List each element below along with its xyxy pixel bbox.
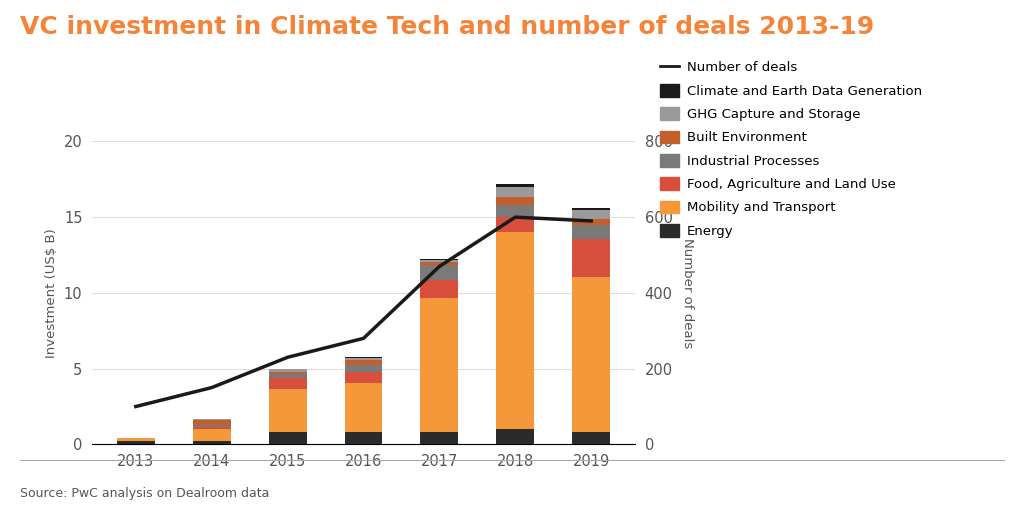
Bar xyxy=(421,280,459,298)
Bar xyxy=(344,373,383,383)
Bar xyxy=(497,429,535,444)
Bar xyxy=(497,217,535,232)
Bar xyxy=(193,425,230,427)
Bar xyxy=(497,232,535,429)
Bar xyxy=(421,298,459,431)
Bar xyxy=(268,374,306,379)
Bar xyxy=(421,261,459,262)
Bar xyxy=(572,431,610,444)
Legend: Number of deals, Climate and Earth Data Generation, GHG Capture and Storage, Bui: Number of deals, Climate and Earth Data … xyxy=(660,61,922,238)
Bar xyxy=(193,427,230,429)
Bar xyxy=(572,219,610,225)
Bar xyxy=(117,440,155,444)
Bar xyxy=(497,187,535,197)
Bar xyxy=(268,372,306,374)
Bar xyxy=(193,420,230,425)
Bar xyxy=(497,205,535,217)
Bar xyxy=(268,370,306,372)
Bar xyxy=(268,431,306,444)
Y-axis label: Investment (US$ B): Investment (US$ B) xyxy=(45,228,58,358)
Bar xyxy=(572,277,610,431)
Bar xyxy=(268,379,306,389)
Bar xyxy=(344,365,383,373)
Bar xyxy=(572,239,610,277)
Bar xyxy=(421,265,459,280)
Bar xyxy=(117,438,155,440)
Bar xyxy=(193,440,230,444)
Bar xyxy=(193,419,230,420)
Bar xyxy=(497,197,535,205)
Bar xyxy=(344,383,383,431)
Bar xyxy=(421,262,459,265)
Bar xyxy=(421,259,459,261)
Bar xyxy=(344,357,383,358)
Bar xyxy=(268,369,306,370)
Bar xyxy=(268,389,306,431)
Bar xyxy=(572,211,610,219)
Bar xyxy=(193,429,230,440)
Text: VC investment in Climate Tech and number of deals 2013-19: VC investment in Climate Tech and number… xyxy=(20,15,874,39)
Bar xyxy=(421,431,459,444)
Text: Source: PwC analysis on Dealroom data: Source: PwC analysis on Dealroom data xyxy=(20,487,270,500)
Y-axis label: Number of deals: Number of deals xyxy=(681,238,693,348)
Bar xyxy=(344,361,383,365)
Bar xyxy=(344,431,383,444)
Bar xyxy=(572,208,610,210)
Bar xyxy=(572,225,610,239)
Bar xyxy=(344,358,383,361)
Bar xyxy=(497,184,535,187)
